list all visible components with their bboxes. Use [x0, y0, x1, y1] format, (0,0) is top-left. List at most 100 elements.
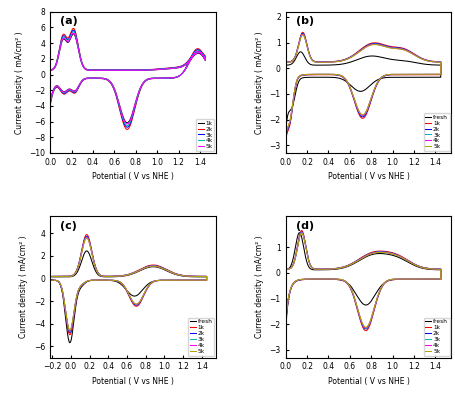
1k: [423, 266, 428, 270]
1k: [47, 100, 53, 105]
1k: [299, 30, 305, 35]
3k: [288, 59, 293, 64]
5k: [423, 266, 428, 271]
fresh: [288, 262, 293, 267]
fresh: [145, 282, 151, 286]
1k: [379, 75, 384, 80]
5k: [282, 60, 288, 64]
5k: [298, 231, 304, 235]
Line: fresh: fresh: [285, 233, 440, 331]
Line: fresh: fresh: [52, 251, 206, 343]
5k: [71, 31, 76, 35]
4k: [338, 265, 344, 270]
1k: [433, 277, 439, 282]
5k: [103, 68, 108, 73]
2k: [379, 75, 384, 80]
3k: [362, 326, 368, 331]
3k: [71, 28, 76, 33]
5k: [433, 72, 439, 77]
3k: [433, 277, 439, 281]
fresh: [433, 75, 439, 80]
fresh: [379, 283, 384, 287]
4k: [423, 58, 428, 63]
4k: [298, 230, 304, 235]
4k: [338, 59, 344, 63]
2k: [379, 285, 384, 289]
2k: [338, 58, 344, 63]
2k: [433, 277, 439, 281]
Line: 5k: 5k: [50, 33, 205, 124]
fresh: [200, 278, 205, 283]
4k: [143, 78, 149, 83]
1k: [379, 285, 384, 290]
5k: [302, 72, 308, 77]
1k: [105, 274, 110, 279]
3k: [379, 75, 384, 79]
1k: [49, 274, 55, 279]
5k: [47, 68, 53, 73]
3k: [299, 32, 305, 37]
fresh: [282, 63, 288, 68]
4k: [433, 72, 439, 77]
4k: [282, 267, 288, 272]
5k: [49, 278, 55, 283]
2k: [198, 49, 204, 54]
fresh: [433, 277, 439, 282]
5k: [187, 57, 193, 61]
4k: [379, 75, 384, 79]
2k: [55, 274, 61, 279]
1k: [423, 58, 428, 62]
5k: [124, 121, 130, 126]
5k: [362, 325, 368, 330]
4k: [299, 32, 305, 37]
fresh: [296, 230, 302, 235]
2k: [433, 72, 439, 77]
2k: [200, 278, 205, 283]
2k: [423, 58, 428, 62]
Line: 5k: 5k: [52, 238, 206, 330]
5k: [49, 274, 55, 279]
2k: [282, 321, 288, 326]
Line: 1k: 1k: [285, 231, 440, 331]
3k: [124, 125, 130, 130]
5k: [433, 277, 439, 281]
3k: [105, 274, 110, 279]
Line: 2k: 2k: [285, 232, 440, 329]
3k: [423, 58, 428, 63]
1k: [71, 31, 76, 36]
5k: [189, 274, 194, 279]
2k: [105, 274, 110, 279]
2k: [49, 274, 55, 279]
fresh: [423, 266, 428, 271]
1k: [288, 265, 293, 270]
3k: [198, 50, 204, 55]
1k: [143, 77, 149, 82]
2k: [103, 68, 108, 72]
Line: 3k: 3k: [50, 30, 205, 127]
fresh: [67, 340, 72, 345]
2k: [84, 234, 89, 239]
fresh: [49, 278, 55, 283]
2k: [124, 127, 130, 132]
5k: [200, 278, 205, 283]
4k: [302, 277, 307, 281]
2k: [145, 285, 151, 290]
2k: [282, 60, 288, 64]
5k: [84, 236, 89, 241]
Text: (c): (c): [60, 221, 77, 231]
4k: [302, 72, 308, 77]
3k: [53, 62, 59, 67]
4k: [105, 274, 110, 279]
4k: [282, 60, 288, 64]
3k: [302, 277, 307, 281]
2k: [423, 266, 428, 270]
fresh: [84, 248, 89, 253]
fresh: [69, 334, 74, 339]
4k: [423, 266, 428, 271]
Y-axis label: Current density ( mA/cm² ): Current density ( mA/cm² ): [20, 236, 28, 338]
2k: [143, 78, 149, 83]
2k: [69, 325, 74, 330]
3k: [145, 285, 151, 289]
5k: [69, 323, 74, 328]
4k: [145, 285, 151, 289]
